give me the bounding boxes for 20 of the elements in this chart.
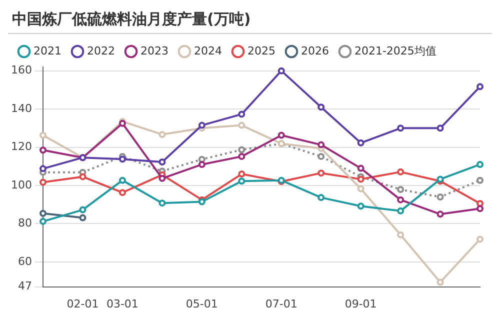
y-tick-label: 100 <box>10 178 32 192</box>
y-tick-label: 160 <box>10 64 32 77</box>
legend-label: 2021 <box>34 44 62 58</box>
x-tick-label: 05-01 <box>186 297 218 310</box>
legend-label: 2022 <box>86 44 115 58</box>
y-tick-label: 140 <box>10 102 32 115</box>
legend-label: 2024 <box>194 44 222 58</box>
legend-label: 2021-2025均值 <box>354 44 436 58</box>
chart-title: 中国炼厂低硫燃料油月度产量(万吨) <box>8 8 492 34</box>
legend-label: 2025 <box>247 44 276 58</box>
y-tick-label: 120 <box>10 140 32 154</box>
x-tick-label: 03-01 <box>106 297 138 310</box>
y-tick-label: 47 <box>18 280 32 293</box>
legend-label: 2023 <box>140 44 168 58</box>
x-tick-label: 09-01 <box>344 297 377 310</box>
y-tick-label: 60 <box>18 254 32 268</box>
legend-label: 2026 <box>300 44 329 58</box>
x-tick-label: 07-01 <box>265 297 298 310</box>
x-tick-label: 02-01 <box>66 297 99 310</box>
y-tick-label: 80 <box>18 216 32 230</box>
